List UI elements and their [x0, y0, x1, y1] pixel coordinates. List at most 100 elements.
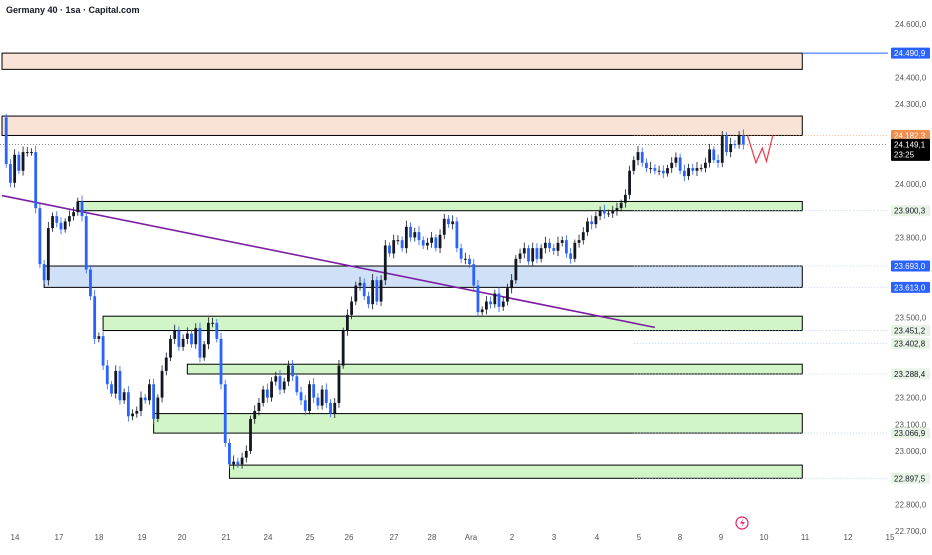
x-tick-label: 10 — [760, 533, 769, 542]
candle — [156, 394, 160, 423]
candle-body — [383, 245, 387, 281]
candle — [733, 139, 737, 149]
y-tick-label: 22.700,0 — [895, 527, 927, 536]
price-badge-label: 23.402,8 — [894, 339, 926, 348]
candle-body — [375, 280, 379, 302]
candle-body — [438, 234, 442, 249]
candle — [691, 163, 695, 175]
candle — [160, 365, 164, 403]
candle — [181, 334, 185, 351]
candle-body — [114, 370, 118, 394]
candle-body — [148, 384, 151, 401]
candle-body — [333, 402, 337, 414]
candle-body — [539, 248, 543, 259]
candle-body — [472, 264, 476, 286]
price-badge: 23.900,3 — [891, 205, 930, 217]
candle-body — [560, 240, 564, 243]
candle — [628, 165, 631, 200]
candle — [105, 360, 109, 390]
candle — [493, 289, 497, 308]
candle — [9, 159, 12, 188]
price-axis[interactable]: 24.600,0 24.400,0 24.300,0 24.000,0 23.800,0… — [895, 20, 927, 536]
candle — [594, 211, 598, 229]
support-zone — [102, 315, 803, 332]
candle — [253, 405, 257, 424]
y-tick-label: 24.300,0 — [895, 100, 927, 109]
candle — [430, 231, 434, 248]
price-badge-label: 23.613,0 — [894, 283, 926, 292]
candle — [38, 203, 42, 269]
flash-icon[interactable] — [735, 516, 749, 530]
candle-body — [72, 212, 76, 217]
x-tick-label: Ara — [465, 533, 478, 542]
candle-body — [392, 240, 396, 254]
candle-body — [573, 242, 577, 259]
candle — [569, 247, 573, 264]
candle-body — [345, 314, 349, 331]
candle — [518, 248, 522, 264]
candle-body — [156, 397, 160, 419]
candle-body — [232, 461, 236, 465]
y-tick-label: 23.200,0 — [895, 394, 927, 403]
candle — [426, 237, 429, 250]
candle-body — [484, 301, 488, 310]
candle-body — [623, 194, 627, 203]
candle-body — [80, 201, 84, 217]
price-badge: 23.451,2 — [891, 325, 930, 337]
candle-body — [67, 216, 71, 222]
candle — [678, 153, 682, 175]
candle — [80, 195, 84, 222]
candle — [661, 165, 665, 179]
candle-body — [451, 221, 455, 225]
candle-body — [341, 330, 345, 366]
x-tick-label: 17 — [55, 533, 64, 542]
candle — [198, 322, 202, 363]
candle-body — [678, 157, 682, 171]
candle — [320, 385, 324, 410]
candle-body — [9, 164, 12, 183]
candle-body — [299, 392, 303, 401]
time-axis[interactable]: 14 17 18 19 20 21 24 25 26 27 28 Ara 2 3 4 5 8 9 10 11 12 15 — [11, 533, 895, 542]
candle-body — [459, 248, 463, 259]
candle — [666, 164, 669, 177]
y-tick-label: 22.800,0 — [895, 500, 927, 509]
chart-title: Germany 40 · 1sa · Capital.com — [6, 5, 140, 15]
candle — [371, 274, 375, 310]
candle-body — [506, 288, 509, 302]
candle — [682, 164, 686, 182]
candle — [46, 221, 50, 286]
price-badge: 23.613,0 — [891, 281, 930, 293]
candle-body — [122, 392, 126, 401]
candle-body — [598, 210, 602, 217]
candle-body — [143, 397, 147, 401]
x-tick-label: 15 — [886, 533, 895, 542]
price-badge-bg — [891, 129, 930, 141]
candle-body — [274, 376, 278, 382]
candle-body — [577, 240, 581, 243]
demand-zone — [43, 265, 803, 288]
candle — [602, 204, 606, 219]
price-badge-bg — [891, 325, 930, 337]
candle — [42, 259, 46, 285]
x-tick-label: 9 — [719, 533, 724, 542]
candle-body — [164, 357, 168, 371]
candle-body — [531, 248, 535, 262]
candle — [539, 244, 543, 263]
candle — [329, 399, 332, 418]
x-tick-label: 20 — [178, 533, 187, 542]
candle-body — [691, 168, 695, 171]
candle — [114, 365, 118, 399]
candle-body — [581, 232, 585, 241]
candle — [55, 211, 59, 228]
candle — [194, 323, 198, 349]
candle-body — [674, 157, 678, 163]
candle-body — [741, 135, 745, 145]
candle — [13, 149, 17, 188]
candle — [97, 332, 101, 343]
candle — [76, 197, 80, 216]
candle-body — [594, 216, 598, 225]
candle-body — [13, 154, 17, 183]
candle — [190, 329, 193, 348]
